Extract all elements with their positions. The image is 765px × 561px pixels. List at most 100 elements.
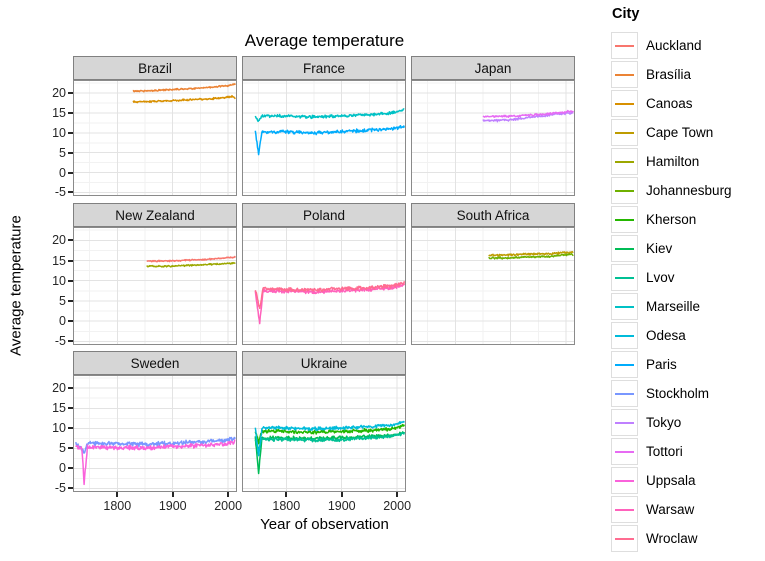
- legend-label-johannesburg: Johannesburg: [646, 183, 732, 198]
- series-line-lvov: [254, 432, 406, 452]
- panel-border: [73, 80, 237, 196]
- y-tick-mark: [68, 447, 73, 450]
- facet-panel-brazil: [73, 80, 237, 196]
- facet-plot-area-brazil: [73, 80, 237, 196]
- legend-key-kherson: [611, 206, 638, 233]
- y-tick-mark: [68, 407, 73, 410]
- series-line-canoas: [132, 94, 236, 104]
- legend-key-tottori: [611, 438, 638, 465]
- legend-label-odesa: Odesa: [646, 328, 686, 343]
- legend-line-icon: [615, 45, 634, 47]
- y-tick-label: 15: [52, 401, 66, 416]
- x-tick-label: 1900: [158, 499, 187, 513]
- facet-plot-area-japan: [411, 80, 575, 196]
- legend-line-icon: [615, 248, 634, 250]
- legend-label-warsaw: Warsaw: [646, 502, 695, 517]
- legend-key-canoas: [611, 90, 638, 117]
- series-line-paris: [254, 124, 406, 156]
- series-line-marseille: [254, 108, 405, 123]
- facet-plot-area-poland: [242, 227, 406, 345]
- legend-line-icon: [615, 422, 634, 424]
- legend-line-icon: [615, 509, 634, 511]
- facet-strip-ukraine: Ukraine: [242, 351, 406, 375]
- y-tick-mark: [68, 151, 73, 154]
- y-tick-mark: [68, 320, 73, 323]
- y-tick-mark: [68, 427, 73, 430]
- series-line-wroclaw: [254, 281, 406, 310]
- y-tick-label: 10: [52, 125, 66, 140]
- legend-title: City: [612, 6, 640, 22]
- x-tick-mark: [285, 492, 288, 497]
- legend-line-icon: [615, 219, 634, 221]
- legend-label-canoas: Canoas: [646, 96, 693, 111]
- facet-panel-ukraine: [242, 375, 406, 492]
- x-tick-label: 1800: [103, 499, 132, 513]
- y-tick-label: 0: [59, 165, 66, 180]
- facet-panel-japan: [411, 80, 575, 196]
- y-tick-mark: [68, 131, 73, 134]
- y-tick-mark: [68, 239, 73, 242]
- y-tick-mark: [68, 467, 73, 470]
- facet-plot-area-sweden: [73, 375, 237, 492]
- y-tick-label: 0: [59, 314, 66, 329]
- legend-label-kherson: Kherson: [646, 212, 697, 227]
- y-tick-label: -5: [54, 185, 66, 200]
- y-tick-label: 5: [59, 293, 66, 308]
- y-tick-label: 5: [59, 145, 66, 160]
- legend-key-paris: [611, 351, 638, 378]
- legend-key-uppsala: [611, 467, 638, 494]
- series-line-johannesburg: [488, 253, 574, 260]
- facet-strip-new-zealand: New Zealand: [73, 203, 237, 227]
- series-line-stockholm: [75, 436, 236, 454]
- legend-label-kiev: Kiev: [646, 241, 673, 256]
- y-tick-label: -5: [54, 481, 66, 496]
- legend-label-wroclaw: Wroclaw: [646, 531, 698, 546]
- y-tick-mark: [68, 191, 73, 194]
- y-tick-mark: [68, 387, 73, 390]
- x-axis-title: Year of observation: [260, 516, 389, 533]
- x-tick-mark: [227, 492, 230, 497]
- legend-label-cape-town: Cape Town: [646, 125, 714, 140]
- legend-label-lvov: Lvov: [646, 270, 675, 285]
- panel-border: [242, 375, 406, 492]
- facet-plot-area-france: [242, 80, 406, 196]
- y-tick-mark: [68, 259, 73, 262]
- legend-label-marseille: Marseille: [646, 299, 701, 314]
- x-tick-mark: [340, 492, 343, 497]
- legend-label-tottori: Tottori: [646, 444, 683, 459]
- y-tick-label: 0: [59, 461, 66, 476]
- x-tick-label: 2000: [383, 499, 412, 513]
- legend-line-icon: [615, 161, 634, 163]
- legend-line-icon: [615, 335, 634, 337]
- series-line-cape-town: [488, 250, 574, 257]
- legend-label-tokyo: Tokyo: [646, 415, 682, 430]
- legend-line-icon: [615, 451, 634, 453]
- y-tick-mark: [68, 340, 73, 343]
- legend-line-icon: [615, 480, 634, 482]
- series-line-hamilton: [146, 261, 236, 268]
- x-tick-mark: [116, 492, 119, 497]
- facet-strip-south-africa: South Africa: [411, 203, 575, 227]
- legend-label-uppsala: Uppsala: [646, 473, 696, 488]
- series-line-brasilia: [132, 83, 236, 93]
- legend-key-brasilia: [611, 61, 638, 88]
- facet-panel-sweden: [73, 375, 237, 492]
- series-line-kherson: [254, 423, 406, 445]
- legend-label-brasilia: Brasília: [646, 67, 692, 82]
- facet-strip-brazil: Brazil: [73, 56, 237, 80]
- y-axis-title: Average temperature: [7, 215, 25, 356]
- x-tick-mark: [396, 492, 399, 497]
- panel-border: [411, 80, 575, 196]
- x-tick-label: 1800: [272, 499, 301, 513]
- facet-plot-area-new-zealand: [73, 227, 237, 345]
- x-tick-label: 1900: [327, 499, 356, 513]
- legend-key-cape-town: [611, 119, 638, 146]
- facet-plot-area-ukraine: [242, 375, 406, 492]
- series-line-odesa: [254, 420, 405, 457]
- panel-border: [411, 227, 575, 345]
- legend-line-icon: [615, 306, 634, 308]
- legend-label-stockholm: Stockholm: [646, 386, 710, 401]
- legend-key-johannesburg: [611, 177, 638, 204]
- plot-title: Average temperature: [244, 31, 405, 50]
- legend-line-icon: [615, 393, 634, 395]
